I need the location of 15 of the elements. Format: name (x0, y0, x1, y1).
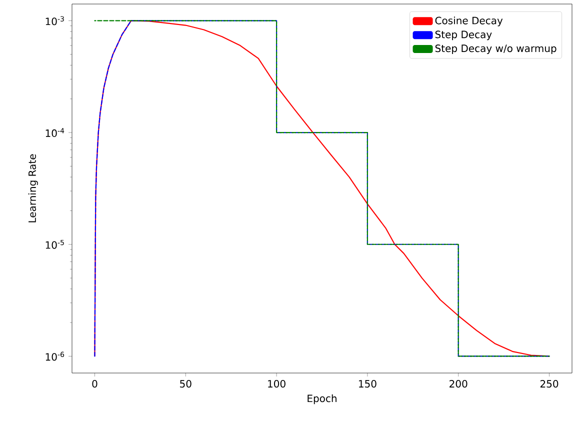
x-tick-label: 250 (540, 380, 558, 388)
y-tick-label: 10$^{-4}$ (46, 128, 64, 137)
x-axis-title: Epoch (308, 394, 336, 404)
x-tick-label: 50 (180, 380, 192, 388)
legend-label: Cosine Decay (435, 16, 503, 26)
y-axis-title: Learning Rate (28, 154, 38, 222)
x-tick-label: 100 (268, 380, 286, 388)
y-tick-label: 10$^{-5}$ (46, 240, 64, 249)
legend-label: Step Decay w/o warmup (435, 44, 556, 54)
x-tick-label: 0 (92, 380, 98, 388)
x-tick-label: 200 (450, 380, 468, 388)
legend-label: Step Decay (435, 30, 492, 40)
x-tick-label: 150 (359, 380, 376, 388)
y-tick-label: 10$^{-3}$ (46, 16, 64, 26)
y-tick-label: 10$^{-6}$ (46, 352, 64, 361)
